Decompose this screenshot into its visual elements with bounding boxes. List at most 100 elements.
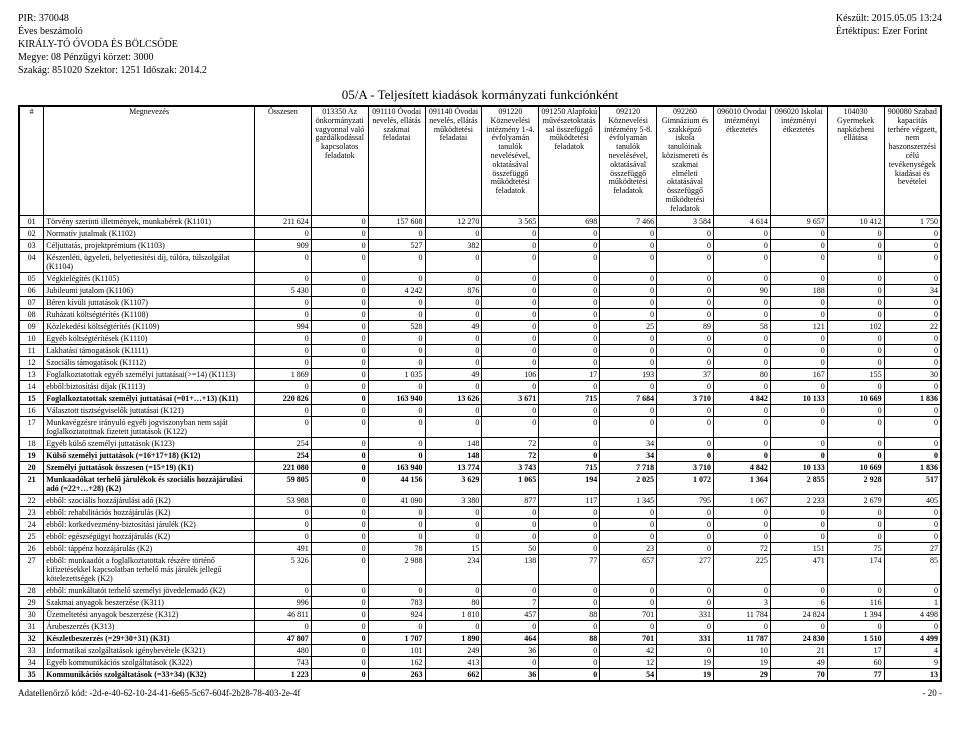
- table-row: 04Készenléti, ügyeleti, helyettesítési d…: [19, 251, 941, 272]
- column-header: 096020 Iskolai intézményi étkeztetés: [770, 106, 827, 215]
- cell-value: 22: [884, 320, 941, 332]
- row-label: ebből: korkedvezmény-biztosítási járulék…: [44, 518, 255, 530]
- cell-value: 225: [713, 554, 770, 584]
- table-row: 14ebből:biztosítási díjak (K1113)0000000…: [19, 380, 941, 392]
- table-row: 08Ruházati költségtérítés (K1108)0000000…: [19, 308, 941, 320]
- table-head: #MegnevezésÖsszesen013350 Az önkormányza…: [19, 106, 941, 215]
- cell-value: 0: [311, 344, 368, 356]
- cell-value: 0: [539, 356, 600, 368]
- cell-value: 0: [770, 308, 827, 320]
- cell-value: 0: [254, 416, 311, 437]
- column-header: #: [19, 106, 44, 215]
- cell-value: 0: [254, 380, 311, 392]
- cell-value: 221 080: [254, 461, 311, 473]
- cell-value: 0: [311, 356, 368, 368]
- footer-page: - 20 -: [923, 688, 943, 698]
- cell-value: 0: [884, 437, 941, 449]
- cell-value: 0: [827, 239, 884, 251]
- cell-value: 0: [884, 227, 941, 239]
- cell-value: 0: [713, 332, 770, 344]
- cell-value: 0: [713, 449, 770, 461]
- cell-value: 698: [539, 215, 600, 227]
- page-footer: Adatellenőrző kód: -2d-e-40-62-10-24-41-…: [18, 688, 942, 698]
- cell-value: 0: [770, 272, 827, 284]
- cell-value: 49: [770, 656, 827, 668]
- row-number: 18: [19, 437, 44, 449]
- cell-value: 24 830: [770, 632, 827, 644]
- cell-value: 0: [311, 215, 368, 227]
- cell-value: 0: [827, 227, 884, 239]
- row-label: ebből: munkáltatót terhelő személyi jöve…: [44, 584, 255, 596]
- cell-value: 0: [884, 506, 941, 518]
- cell-value: 877: [482, 494, 539, 506]
- table-row: 12Szociális támogatások (K1112)000000000…: [19, 356, 941, 368]
- table-row: 01Törvény szerinti illetmények, munkabér…: [19, 215, 941, 227]
- cell-value: 0: [368, 272, 425, 284]
- column-header: 092120 Köznevelési intézmény 5-8. évfoly…: [600, 106, 657, 215]
- cell-value: 0: [539, 284, 600, 296]
- cell-value: 0: [368, 416, 425, 437]
- cell-value: 220 826: [254, 392, 311, 404]
- cell-value: 13: [884, 668, 941, 681]
- row-label: Személyi juttatások összesen (=15+19) (K…: [44, 461, 255, 473]
- table-row: 05Végkielégítés (K1105)000000000000: [19, 272, 941, 284]
- cell-value: 0: [425, 380, 482, 392]
- cell-value: 0: [657, 530, 714, 542]
- table-row: 10Egyéb költségtérítések (K1110)00000000…: [19, 332, 941, 344]
- cell-value: 2 855: [770, 473, 827, 494]
- row-number: 28: [19, 584, 44, 596]
- page-header: PIR: 370048 Éves beszámoló KIRÁLY-TÓ ÓVO…: [18, 12, 942, 77]
- cell-value: 0: [482, 656, 539, 668]
- cell-value: 7 718: [600, 461, 657, 473]
- cell-value: 0: [254, 404, 311, 416]
- cell-value: 0: [827, 308, 884, 320]
- cell-value: 2 988: [368, 554, 425, 584]
- cell-value: 0: [713, 530, 770, 542]
- cell-value: 234: [425, 554, 482, 584]
- row-number: 15: [19, 392, 44, 404]
- cell-value: 211 624: [254, 215, 311, 227]
- cell-value: 13 626: [425, 392, 482, 404]
- cell-value: 0: [311, 227, 368, 239]
- row-number: 10: [19, 332, 44, 344]
- table-row: 25ebből: egészségügyi hozzájárulás (K2)0…: [19, 530, 941, 542]
- cell-value: 0: [539, 272, 600, 284]
- cell-value: 0: [425, 227, 482, 239]
- cell-value: 0: [827, 284, 884, 296]
- row-label: Normatív jutalmak (K1102): [44, 227, 255, 239]
- megye-line: Megye: 08 Pénzügyi körzet: 3000: [18, 51, 207, 64]
- cell-value: 0: [539, 404, 600, 416]
- cell-value: 0: [770, 251, 827, 272]
- cell-value: 876: [425, 284, 482, 296]
- cell-value: 49: [425, 320, 482, 332]
- cell-value: 0: [254, 620, 311, 632]
- cell-value: 0: [884, 530, 941, 542]
- row-number: 20: [19, 461, 44, 473]
- cell-value: 0: [657, 272, 714, 284]
- cell-value: 0: [254, 356, 311, 368]
- cell-value: 0: [539, 506, 600, 518]
- szakag-line: Szakág: 851020 Szektor: 1251 Időszak: 20…: [18, 64, 207, 77]
- cell-value: 0: [425, 506, 482, 518]
- cell-value: 0: [368, 344, 425, 356]
- cell-value: 0: [539, 251, 600, 272]
- cell-value: 0: [600, 506, 657, 518]
- cell-value: 0: [600, 404, 657, 416]
- row-number: 32: [19, 632, 44, 644]
- table-row: 28ebből: munkáltatót terhelő személyi jö…: [19, 584, 941, 596]
- cell-value: 47 807: [254, 632, 311, 644]
- row-number: 01: [19, 215, 44, 227]
- cell-value: 0: [827, 356, 884, 368]
- cell-value: 2 928: [827, 473, 884, 494]
- cell-value: 0: [657, 239, 714, 251]
- row-label: Jubileumi jutalom (K1106): [44, 284, 255, 296]
- cell-value: 0: [482, 380, 539, 392]
- cell-value: 88: [539, 632, 600, 644]
- row-number: 11: [19, 344, 44, 356]
- cell-value: 331: [657, 608, 714, 620]
- table-row: 32Készletbeszerzés (=29+30+31) (K31)47 8…: [19, 632, 941, 644]
- cell-value: 174: [827, 554, 884, 584]
- cell-value: 0: [425, 584, 482, 596]
- cell-value: 1 810: [425, 608, 482, 620]
- cell-value: 0: [827, 251, 884, 272]
